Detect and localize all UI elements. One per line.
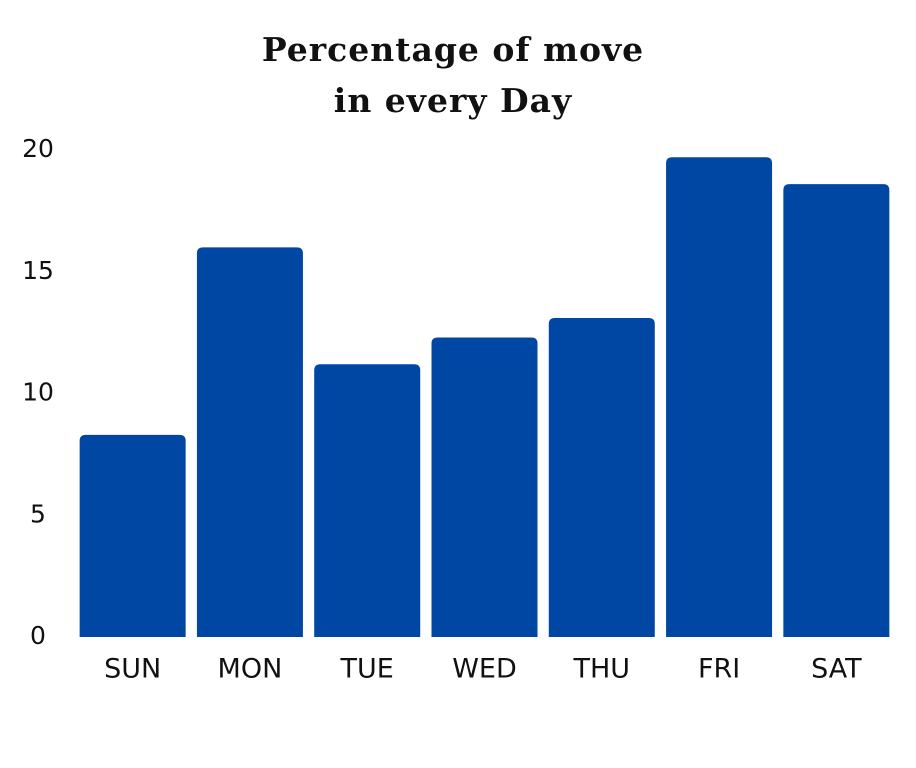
x-tick-label: FRI <box>698 654 740 685</box>
bar <box>548 318 655 637</box>
x-tick-label: TUE <box>340 654 394 685</box>
y-tick-label: 15 <box>22 256 54 285</box>
x-tick-label: SAT <box>811 654 862 685</box>
x-tick-label: MON <box>218 654 283 685</box>
y-tick-label: 0 <box>30 621 46 650</box>
bar <box>431 337 538 637</box>
bar <box>783 184 890 637</box>
y-tick-label: 10 <box>22 378 54 407</box>
chart-title: in every Day <box>334 81 572 120</box>
y-tick-label: 5 <box>30 499 46 528</box>
y-tick-label: 20 <box>22 134 54 163</box>
x-tick-label: THU <box>573 654 631 685</box>
bar <box>666 157 773 637</box>
bar <box>314 364 421 637</box>
bar <box>79 434 186 637</box>
bar <box>196 247 303 637</box>
x-tick-label: WED <box>452 654 517 685</box>
x-tick-label: SUN <box>104 654 161 685</box>
chart-title: Percentage of move <box>262 30 644 69</box>
